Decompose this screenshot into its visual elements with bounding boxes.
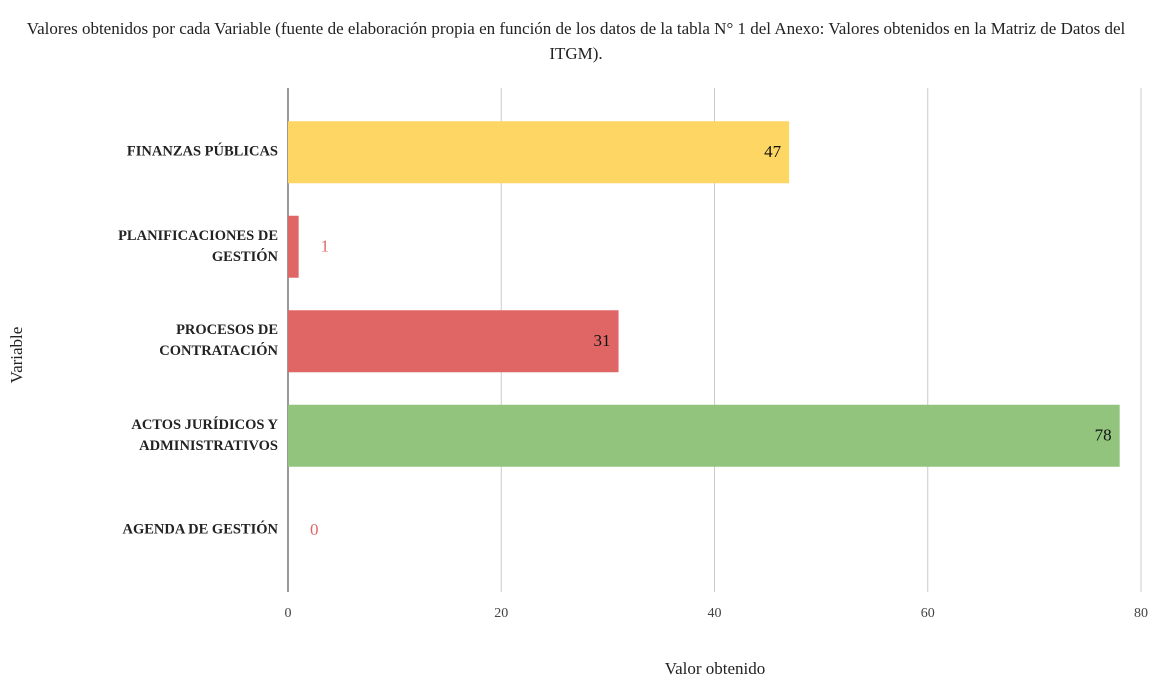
value-label: 31 xyxy=(594,331,611,350)
value-label: 1 xyxy=(321,237,330,256)
y-tick-label: ACTOS JURÍDICOS Y ADMINISTRATIVOS xyxy=(131,416,278,454)
x-axis-label: Valor obtenido xyxy=(665,659,766,678)
y-tick-label: AGENDA DE GESTIÓN xyxy=(122,521,278,538)
bar xyxy=(288,310,619,373)
bar xyxy=(288,404,1120,467)
x-tick-label: 60 xyxy=(921,606,935,621)
value-label: 0 xyxy=(310,520,319,539)
chart-title: Valores obtenidos por cada Variable (fue… xyxy=(26,19,1126,63)
y-axis-label: Variable xyxy=(7,327,26,384)
x-tick-label: 20 xyxy=(494,606,508,621)
y-tick-label: FINANZAS PÚBLICAS xyxy=(126,143,278,160)
x-tick-label: 40 xyxy=(708,606,722,621)
x-tick-label: 80 xyxy=(1134,606,1148,621)
bar xyxy=(288,121,790,184)
x-tick-label: 0 xyxy=(285,606,292,621)
value-label: 47 xyxy=(764,142,782,161)
bar xyxy=(288,215,299,278)
y-tick-label: PLANIFICACIONES DE GESTIÓN xyxy=(118,227,278,265)
y-tick-label: PROCESOS DE CONTRATACIÓN xyxy=(159,322,278,360)
value-label: 78 xyxy=(1095,426,1112,445)
